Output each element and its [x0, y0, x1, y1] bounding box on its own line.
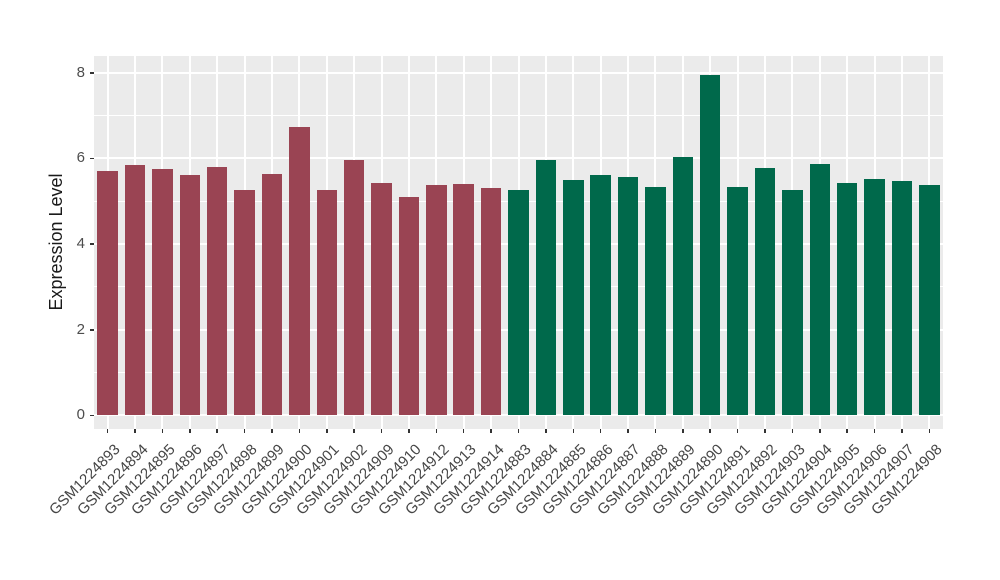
bar-GSM1224900: [289, 126, 310, 416]
bar-GSM1224888: [645, 187, 666, 416]
y-axis-tick-label: 4: [76, 234, 85, 252]
bar-GSM1224886: [590, 175, 611, 416]
bar-GSM1224899: [261, 173, 283, 416]
x-axis-tick: [380, 429, 383, 433]
x-axis-tick: [709, 429, 711, 433]
x-axis-tick: [298, 429, 301, 433]
y-axis-tick-label: 2: [76, 320, 85, 338]
x-axis-tick: [462, 429, 465, 433]
x-axis-tick: [189, 429, 191, 433]
bar-GSM1224891: [727, 187, 748, 416]
bar-GSM1224890: [699, 74, 721, 416]
y-axis-tick: [90, 329, 94, 331]
bar-GSM1224904: [809, 164, 830, 416]
x-axis-tick: [271, 429, 273, 433]
x-axis-tick: [736, 429, 739, 433]
y-axis-tick: [90, 414, 94, 417]
y-axis-tick-label: 6: [76, 149, 85, 167]
bar-GSM1224909: [371, 183, 392, 416]
x-axis-tick: [216, 429, 218, 433]
bar-GSM1224895: [152, 169, 173, 416]
x-axis-tick: [490, 429, 492, 433]
bar-GSM1224908: [919, 185, 940, 416]
bar-GSM1224902: [343, 160, 365, 416]
x-axis-tick: [106, 429, 109, 433]
bar-GSM1224907: [891, 181, 913, 416]
x-axis-tick: [627, 429, 629, 433]
bar-GSM1224893: [97, 171, 118, 416]
bar-GSM1224889: [672, 157, 694, 416]
x-axis-tick: [791, 429, 794, 433]
x-axis-tick: [408, 429, 410, 433]
x-axis-tick: [545, 429, 547, 433]
bar-GSM1224896: [179, 175, 201, 416]
y-axis-tick: [90, 157, 94, 160]
bar-GSM1224894: [124, 164, 146, 416]
bar-GSM1224898: [234, 190, 255, 416]
y-axis-tick: [90, 72, 94, 74]
x-axis-tick: [928, 429, 931, 433]
bar-GSM1224912: [426, 184, 447, 416]
bar-GSM1224910: [398, 196, 420, 416]
x-axis-tick: [134, 429, 136, 433]
x-axis-tick: [819, 429, 821, 433]
x-axis-tick: [517, 429, 520, 433]
bar-GSM1224905: [836, 182, 858, 416]
x-axis-tick: [243, 429, 246, 433]
bar-GSM1224913: [453, 184, 474, 416]
y-axis-tick-label: 0: [76, 406, 85, 424]
bar-GSM1224897: [206, 166, 228, 416]
bar-GSM1224892: [754, 167, 776, 416]
bar-GSM1224883: [508, 189, 529, 416]
x-axis-tick: [846, 429, 848, 433]
x-axis-tick: [901, 429, 903, 433]
plot-panel: [94, 56, 943, 429]
x-axis-tick: [572, 429, 575, 433]
y-axis-tick: [90, 243, 94, 245]
bar-GSM1224914: [480, 188, 502, 416]
bar-GSM1224903: [782, 190, 803, 416]
x-axis-tick: [764, 429, 766, 433]
bar-GSM1224901: [316, 189, 338, 416]
x-axis-tick: [873, 429, 876, 433]
bar-GSM1224884: [535, 160, 557, 416]
x-axis-tick: [682, 429, 684, 433]
x-axis-tick: [435, 429, 438, 433]
x-axis-tick: [599, 429, 602, 433]
x-axis-tick: [326, 429, 328, 433]
bar-GSM1224885: [563, 179, 584, 416]
x-axis-tick: [161, 429, 164, 433]
x-axis-tick: [353, 429, 355, 433]
y-axis-tick-label: 8: [76, 63, 85, 81]
bar-GSM1224887: [617, 176, 639, 416]
bar-GSM1224906: [864, 179, 885, 416]
x-axis-tick: [654, 429, 657, 433]
